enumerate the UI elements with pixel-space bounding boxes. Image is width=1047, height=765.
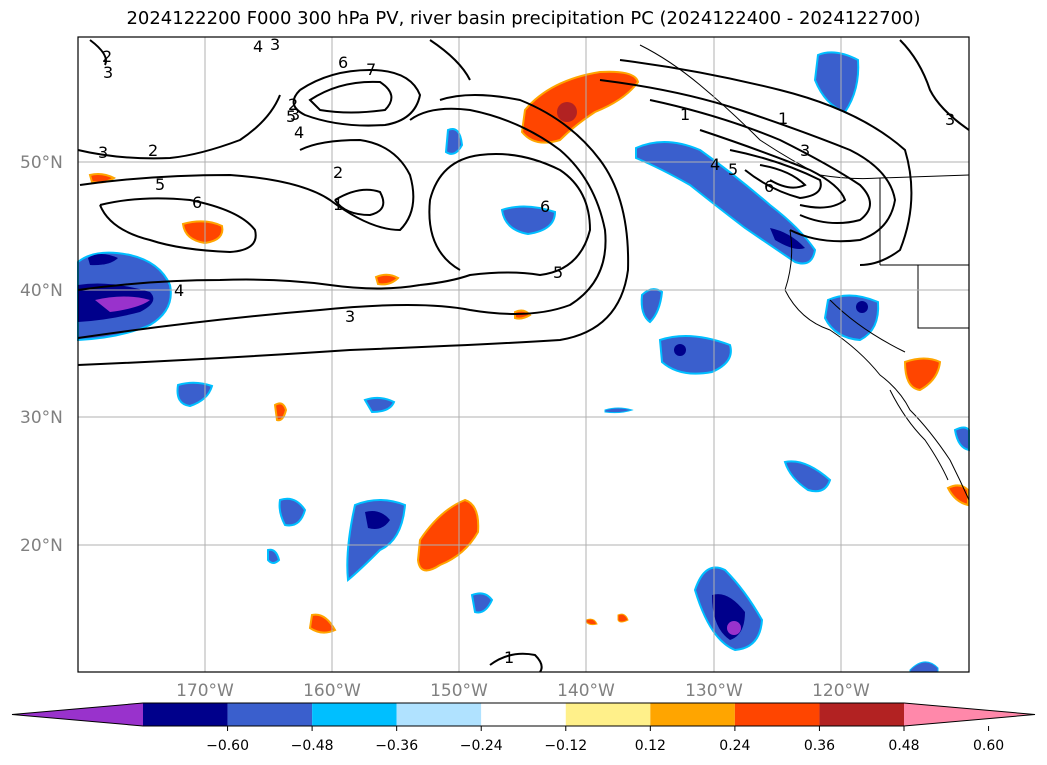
svg-text:130°W: 130°W [685,681,743,701]
svg-text:170°W: 170°W [176,681,234,701]
colorbar-segment [396,703,482,726]
svg-text:7: 7 [366,60,376,79]
svg-text:1: 1 [333,195,343,214]
svg-text:30°N: 30°N [20,408,63,428]
svg-text:4: 4 [174,281,184,300]
svg-text:140°W: 140°W [557,681,615,701]
map-frame [77,36,970,673]
svg-text:3: 3 [800,141,810,160]
svg-text:4: 4 [253,37,263,56]
colorbar-segment [565,703,651,726]
pv-contours [77,39,970,673]
colorbar-segment [734,703,820,726]
colorbar-extend-high [904,703,1035,726]
latitude-labels: 50°N 40°N 30°N 20°N [20,153,63,556]
colorbar-tick-label: −0.24 [460,738,503,754]
svg-text:50°N: 50°N [20,153,63,173]
colorbar-segment [481,703,566,726]
colorbar-segment [819,703,904,726]
colorbar-tick-label: −0.36 [375,738,418,754]
svg-text:1: 1 [778,109,788,128]
colorbar-tick-label: 0.48 [888,738,919,754]
svg-text:3: 3 [345,307,355,326]
svg-text:6: 6 [540,197,550,216]
svg-text:2: 2 [102,47,112,66]
svg-text:4: 4 [710,155,720,174]
svg-text:160°W: 160°W [303,681,361,701]
map-background [78,37,969,672]
svg-text:3: 3 [945,110,955,129]
svg-text:6: 6 [764,177,774,196]
svg-text:1: 1 [680,105,690,124]
colorbar-tick-label: 0.60 [973,738,1004,754]
svg-text:5: 5 [286,107,296,126]
svg-text:4: 4 [294,123,304,142]
svg-text:2: 2 [288,95,298,114]
colorbar-segment [312,703,397,726]
colorbar-segment [227,703,313,726]
gridlines [78,37,969,672]
svg-text:3: 3 [103,63,113,82]
precip-shading [77,51,970,673]
svg-text:20°N: 20°N [20,536,63,556]
colorbar-segment [143,703,228,726]
svg-text:1: 1 [504,648,514,667]
figure-title: 2024122200 F000 300 hPa PV, river basin … [126,8,921,29]
longitude-labels: 170°W 160°W 150°W 140°W 130°W 120°W [176,681,870,701]
colorbar-tick-label: −0.60 [206,738,249,754]
colorbar-tick-label: −0.12 [544,738,587,754]
svg-text:5: 5 [553,263,563,282]
svg-text:5: 5 [728,160,738,179]
svg-text:150°W: 150°W [430,681,488,701]
svg-text:40°N: 40°N [20,281,63,301]
svg-text:5: 5 [155,175,165,194]
svg-text:3: 3 [270,35,280,54]
contour-labels: 2 3 4 3 2 3 6 7 5 4 3 2 5 6 2 1 4 3 6 5 … [98,35,955,667]
svg-text:6: 6 [192,193,202,212]
svg-text:3: 3 [290,105,300,124]
svg-text:6: 6 [338,53,348,72]
colorbar-tick-label: 0.36 [804,738,835,754]
svg-text:2: 2 [333,163,343,182]
svg-text:3: 3 [98,143,108,162]
colorbar-segment [650,703,735,726]
svg-text:120°W: 120°W [812,681,870,701]
svg-text:2: 2 [148,141,158,160]
colorbar-tick-label: −0.48 [291,738,334,754]
colorbar-outline [11,702,1036,727]
colorbar-tick-label: 0.24 [719,738,750,754]
colorbar-extend-low [12,703,143,726]
colorbar: −0.60 −0.48 −0.36 −0.24 −0.12 0.12 0.24 0.36 0.4… [11,702,1036,754]
colorbar-tick-label: 0.12 [635,738,666,754]
